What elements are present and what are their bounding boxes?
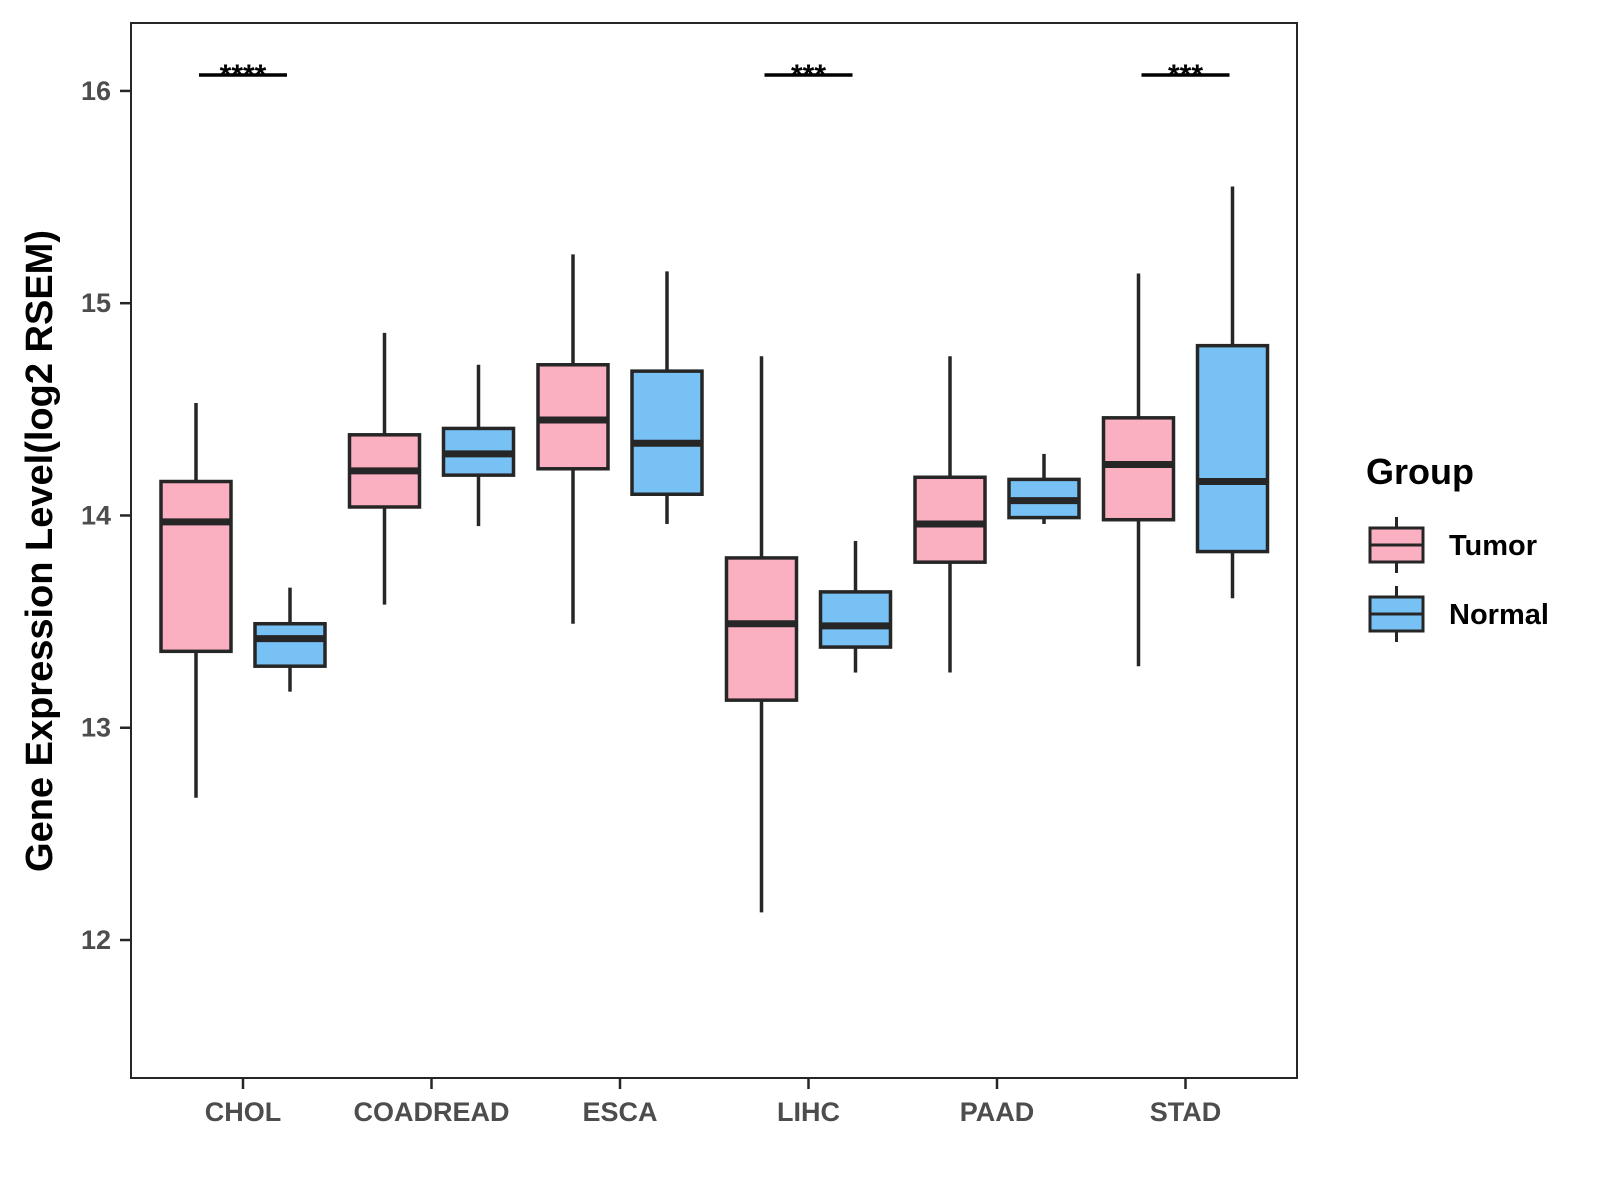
x-tick-label: STAD	[1150, 1097, 1222, 1127]
box-tumor-esca	[536, 254, 610, 624]
x-tick-label: PAAD	[960, 1097, 1035, 1127]
box-tumor-coadread	[347, 332, 422, 605]
box-normal-chol	[253, 587, 327, 692]
significance-annotations: **** *** ***	[199, 59, 1230, 92]
legend: Group Tumor Normal	[1366, 451, 1549, 642]
legend-label: Tumor	[1449, 530, 1537, 562]
plot-panel-group	[130, 22, 1298, 1079]
box-normal-esca	[630, 271, 704, 524]
legend-label: Normal	[1449, 599, 1549, 631]
box-tumor-lihc	[724, 356, 799, 913]
legend-title: Group	[1366, 451, 1474, 492]
significance-label: ***	[1168, 59, 1203, 92]
significance-lihc: ***	[764, 59, 853, 92]
x-tick-label: LIHC	[777, 1097, 840, 1127]
box-tumor-stad	[1101, 273, 1176, 667]
x-tick-label: CHOL	[205, 1097, 282, 1127]
box-iqr	[724, 556, 799, 702]
y-tick-label: 13	[81, 713, 111, 743]
box-iqr	[253, 621, 327, 668]
box-iqr	[159, 479, 233, 654]
x-tick-label: ESCA	[582, 1097, 657, 1127]
y-tick-label: 14	[81, 500, 111, 530]
axes-group: 12 13 14 15 16 CHOL COADREAD ESCA LIHC PAAD STAD	[81, 76, 1221, 1127]
significance-label: ***	[791, 59, 826, 92]
box-iqr	[913, 475, 987, 564]
legend-entry-tumor: Tumor	[1368, 517, 1537, 573]
box-iqr	[1195, 343, 1270, 554]
y-tick-label: 15	[81, 288, 111, 318]
y-tick-label: 12	[81, 925, 111, 955]
significance-stad: ***	[1141, 59, 1230, 92]
box-iqr	[818, 590, 893, 649]
significance-chol: ****	[199, 59, 287, 92]
y-tick-label: 16	[81, 76, 111, 106]
box-normal-paad	[1007, 453, 1081, 524]
box-normal-stad	[1195, 186, 1270, 599]
x-tick-label: COADREAD	[353, 1097, 509, 1127]
box-iqr	[630, 369, 704, 496]
box-normal-coadread	[441, 364, 516, 527]
significance-label: ****	[220, 59, 267, 92]
y-axis-title: Gene Expression Level(log2 RSEM)	[19, 230, 61, 872]
plot-panel	[130, 22, 1298, 1079]
box-tumor-chol	[159, 402, 233, 798]
box-tumor-paad	[913, 356, 987, 673]
box-normal-lihc	[818, 540, 893, 673]
box-iqr	[1101, 416, 1176, 522]
legend-entry-normal: Normal	[1368, 586, 1549, 642]
boxes-group	[159, 186, 1270, 913]
